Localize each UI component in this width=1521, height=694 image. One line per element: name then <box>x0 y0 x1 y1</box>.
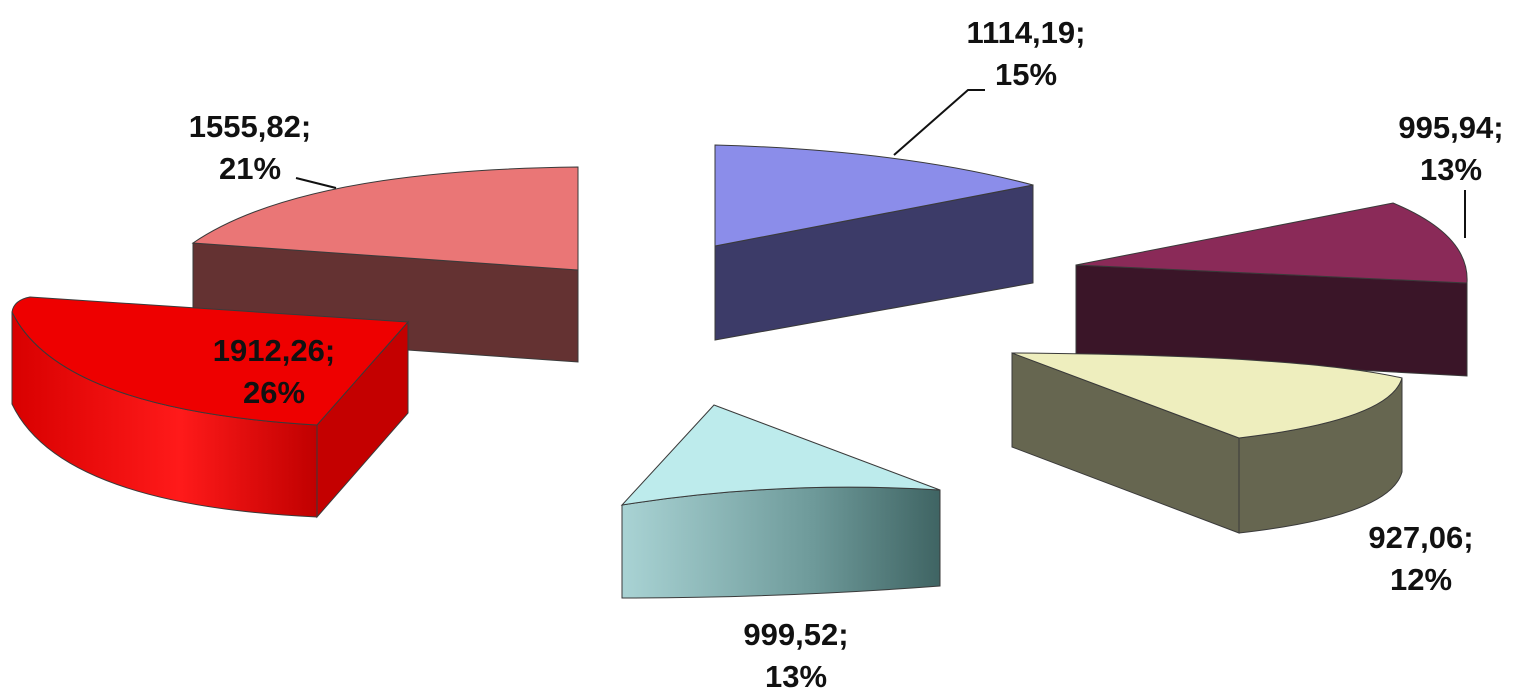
leader-line-1 <box>893 89 985 156</box>
pie-slice-4-top <box>620 404 941 506</box>
data-label-1: 1114,19; 15% <box>967 15 1086 92</box>
data-label-4: 999,52; 13% <box>743 617 848 694</box>
data-label-2: 995,94; 13% <box>1398 110 1503 187</box>
data-label-3-percent: 12% <box>1390 562 1452 597</box>
data-label-6: 1555,82; 21% <box>189 109 311 186</box>
pie-slice-4-side <box>621 486 941 599</box>
data-label-5: 1912,26; 26% <box>213 333 335 410</box>
data-label-4-value: 999,52; <box>743 617 848 652</box>
data-label-3-value: 927,06; <box>1368 520 1473 555</box>
pie-slice-4 <box>620 404 941 599</box>
data-label-5-value: 1912,26; <box>213 333 335 368</box>
pie-slice-2-top <box>1075 202 1468 284</box>
pie-slice-1-top <box>714 144 1034 247</box>
data-label-2-percent: 13% <box>1420 152 1482 187</box>
data-label-6-percent: 21% <box>219 151 281 186</box>
data-label-3: 927,06; 12% <box>1368 520 1473 597</box>
data-label-1-value: 1114,19; <box>967 15 1086 50</box>
pie-slice-3-top <box>1011 352 1403 439</box>
pie-slice-1 <box>714 144 1034 341</box>
pie-slice-6-top <box>191 166 579 271</box>
pie-slice-5 <box>11 296 410 519</box>
data-label-5-percent: 26% <box>243 375 305 410</box>
pie-slice-3 <box>1011 352 1403 534</box>
data-label-1-percent: 15% <box>995 57 1057 92</box>
leader-line-6 <box>295 177 337 189</box>
data-label-6-value: 1555,82; <box>189 109 311 144</box>
data-label-4-percent: 13% <box>765 659 827 694</box>
pie-slice-5-top <box>11 296 410 426</box>
pie-slice-2 <box>1075 202 1468 377</box>
data-label-2-value: 995,94; <box>1398 110 1503 145</box>
